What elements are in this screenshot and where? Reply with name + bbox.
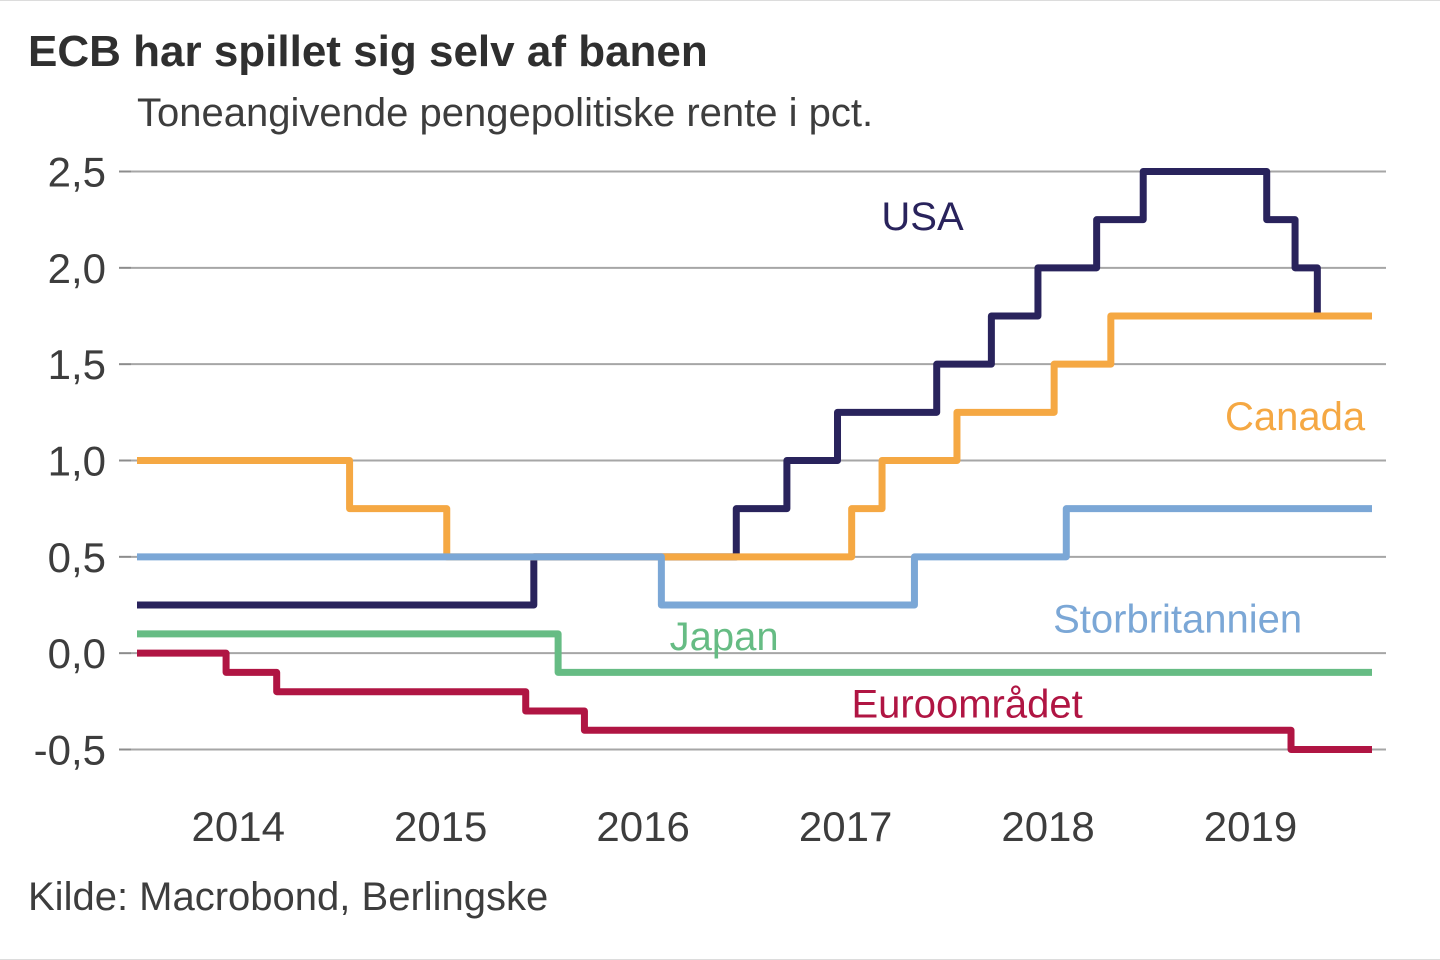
y-tick-label: 1,5 [48, 341, 106, 388]
y-tick-label: 2,5 [48, 149, 106, 196]
x-tick-label: 2017 [799, 803, 892, 850]
y-tick-label: 1,0 [48, 438, 106, 485]
series-line-japan [137, 630, 1372, 676]
y-tick-label: -0,5 [34, 727, 106, 774]
x-tick-label: 2019 [1204, 803, 1297, 850]
series-line-euroomradet [137, 649, 1372, 753]
series-label-japan: Japan [670, 615, 779, 659]
x-tick-label: 2018 [1001, 803, 1094, 850]
x-tick-label: 2014 [192, 803, 285, 850]
y-tick-label: 0,5 [48, 534, 106, 581]
chart-subtitle: Toneangivende pengepolitiske rente i pct… [137, 91, 874, 135]
x-tick-label: 2015 [394, 803, 487, 850]
series-line-canada [137, 312, 1372, 561]
y-tick-label: 2,0 [48, 245, 106, 292]
y-tick-label: 0,0 [48, 630, 106, 677]
x-tick-label: 2016 [596, 803, 689, 850]
series-line-storbritannien [137, 505, 1372, 609]
series-label-storbritannien: Storbritannien [1053, 597, 1302, 641]
series-layer [137, 168, 1372, 753]
source-note: Kilde: Macrobond, Berlingske [28, 875, 549, 919]
label-layer: USA Canada Storbritannien Japan Euroområdet [670, 195, 1366, 726]
series-label-usa: USA [881, 195, 964, 239]
page-title: ECB har spillet sig selv af banen [28, 27, 708, 76]
series-line-usa [137, 168, 1372, 609]
series-label-euroomradet: Euroområdet [851, 682, 1082, 726]
series-label-canada: Canada [1225, 395, 1366, 439]
grid-layer: 2,5 2,0 1,5 1,0 0,5 0,0 -0,5 2014 2015 2016 2017 20… [34, 149, 1386, 850]
